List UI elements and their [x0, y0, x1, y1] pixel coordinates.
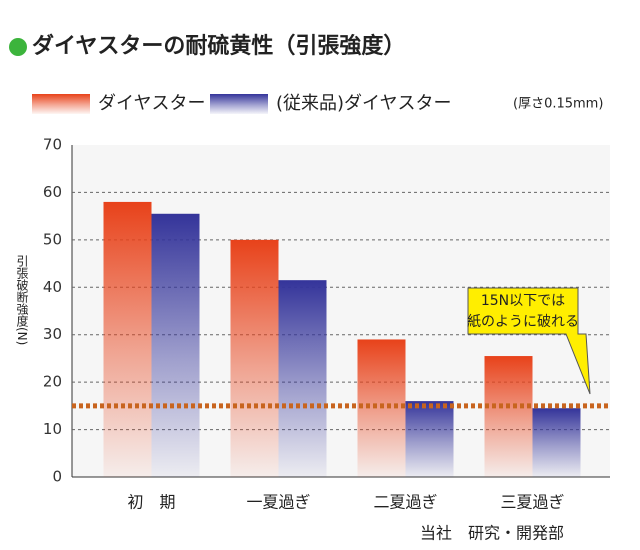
y-tick-label: 10: [43, 420, 62, 438]
legend-swatch: [210, 94, 268, 114]
bar: [484, 356, 533, 477]
y-tick-label: 20: [43, 373, 62, 391]
x-tick-label: 一夏過ぎ: [246, 493, 310, 512]
legend-label: (従来品)ダイヤスター: [276, 93, 452, 114]
annotation: 紙のように破れる: [467, 314, 579, 330]
bar: [278, 280, 327, 477]
bar: [151, 213, 200, 477]
bar: [405, 401, 454, 477]
y-tick-label: 70: [43, 136, 62, 154]
y-tick-label: 40: [43, 278, 62, 296]
legend-swatch: [32, 94, 90, 114]
y-axis-label: 引張破断強度(N): [15, 255, 29, 346]
y-tick-label: 50: [43, 230, 62, 248]
x-tick-label: 二夏過ぎ: [373, 493, 437, 512]
subtitle: (厚さ0.15mm): [513, 97, 603, 112]
chart-title: ダイヤスターの耐硫黄性（引張強度）: [32, 33, 405, 59]
annotation: 15N以下では: [481, 293, 565, 309]
title-dot: [9, 38, 27, 56]
legend-label: ダイヤスター: [98, 93, 205, 114]
y-tick-label: 60: [43, 183, 62, 201]
callout: [467, 287, 591, 395]
bar: [532, 408, 581, 477]
y-tick-label: 0: [52, 468, 62, 486]
source: 当社 研究・開発部: [420, 524, 564, 543]
bar: [103, 201, 152, 477]
y-tick-label: 30: [43, 325, 62, 343]
x-tick-label: 初 期: [127, 493, 175, 512]
bar: [230, 239, 279, 477]
x-tick-label: 三夏過ぎ: [500, 493, 564, 512]
